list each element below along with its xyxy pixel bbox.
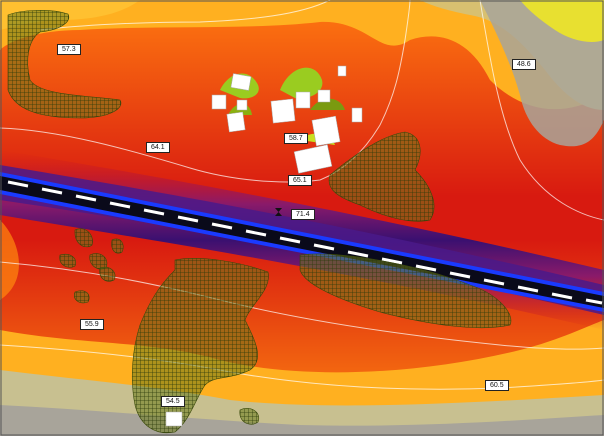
zone-moderate-left — [0, 220, 19, 300]
road-center-dashes — [7, 180, 603, 305]
building — [270, 98, 296, 124]
building — [317, 89, 331, 103]
level-label: 48.6 — [512, 59, 536, 70]
level-label: 60.5 — [485, 380, 509, 391]
level-label: 71.4 — [291, 209, 315, 220]
level-label: 55.9 — [80, 319, 104, 330]
level-label: 64.1 — [146, 142, 170, 153]
building-halo — [310, 98, 345, 110]
vegetation-areas — [7, 10, 512, 434]
receiver-marker-icon — [275, 208, 282, 216]
buildings — [165, 65, 363, 427]
level-label: 58.7 — [284, 133, 308, 144]
building — [311, 115, 341, 147]
building — [230, 73, 252, 91]
contour-lines — [0, 0, 604, 389]
building — [337, 65, 347, 77]
zone-low-top — [0, 0, 604, 110]
building — [293, 144, 333, 174]
level-label: 57.3 — [57, 44, 81, 55]
level-label: 65.1 — [288, 175, 312, 186]
building — [351, 107, 363, 123]
zone-low-left — [0, 0, 140, 30]
building — [226, 111, 246, 133]
zone-yellow-corner — [520, 0, 604, 42]
building — [165, 411, 183, 427]
building — [236, 99, 248, 111]
building — [295, 91, 311, 109]
building — [211, 94, 227, 110]
building-halo — [280, 67, 323, 99]
level-label: 54.5 — [161, 396, 185, 407]
